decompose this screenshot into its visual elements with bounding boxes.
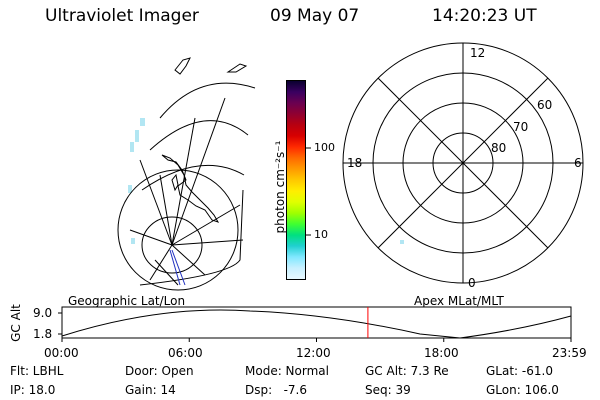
- status-ip: IP: 18.0: [10, 383, 56, 397]
- orbit-y-tick-high: 9.0: [33, 306, 53, 320]
- mlt-label-0: 0: [468, 276, 476, 290]
- orbit-y-label: GC Alt: [9, 304, 23, 342]
- colorbar: [286, 80, 306, 280]
- status-seq: Seq: 39: [365, 383, 411, 397]
- status-gain: Gain: 14: [125, 383, 176, 397]
- orbit-y-tick-low: 1.8: [33, 327, 53, 341]
- mlt-label-6: 6: [574, 156, 582, 170]
- geo-map-label: Geographic Lat/Lon: [68, 294, 186, 308]
- mlat-label-70: 70: [513, 120, 529, 134]
- orbit-x-tick-2359: 23:59: [552, 346, 587, 360]
- mlt-label-18: 18: [347, 156, 363, 170]
- orbit-x-tick-1200: 12:00: [296, 346, 331, 360]
- orbit-x-tick-0600: 06:00: [168, 346, 203, 360]
- polar-plot-label: Apex MLat/MLT: [414, 294, 504, 308]
- colorbar-unit-label: photon cm⁻²s⁻¹: [273, 140, 287, 234]
- time-label: 14:20:23 UT: [432, 6, 537, 26]
- colorbar-tick-10: 10: [314, 228, 328, 241]
- mlat-label-60: 60: [537, 98, 553, 112]
- status-mode: Mode: Normal: [245, 364, 329, 378]
- instrument-title: Ultraviolet Imager: [45, 6, 199, 26]
- orbit-x-tick-0000: 00:00: [44, 346, 79, 360]
- status-door: Door: Open: [125, 364, 194, 378]
- status-glat: GLat: -61.0: [486, 364, 553, 378]
- orbit-x-tick-1800: 18:00: [424, 346, 459, 360]
- date-label: 09 May 07: [270, 6, 360, 26]
- status-dsp: Dsp: -7.6: [245, 383, 308, 397]
- status-glon: GLon: 106.0: [486, 383, 559, 397]
- colorbar-tick-100: 100: [314, 141, 335, 154]
- status-filter: Flt: LBHL: [10, 364, 64, 378]
- mlat-label-80: 80: [491, 141, 507, 155]
- mlt-label-12: 12: [470, 46, 486, 60]
- status-gc-alt: GC Alt: 7.3 Re: [365, 364, 449, 378]
